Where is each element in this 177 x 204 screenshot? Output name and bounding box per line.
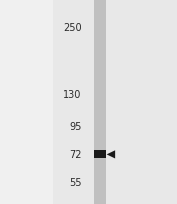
Polygon shape: [107, 151, 115, 159]
Bar: [94, 151, 106, 159]
Bar: [53, 0, 177, 204]
Text: 55: 55: [69, 177, 81, 187]
Text: 95: 95: [69, 121, 81, 131]
Text: 250: 250: [63, 23, 81, 33]
Text: 130: 130: [63, 90, 81, 99]
Text: 72: 72: [69, 150, 81, 160]
Bar: [94, 0, 106, 204]
